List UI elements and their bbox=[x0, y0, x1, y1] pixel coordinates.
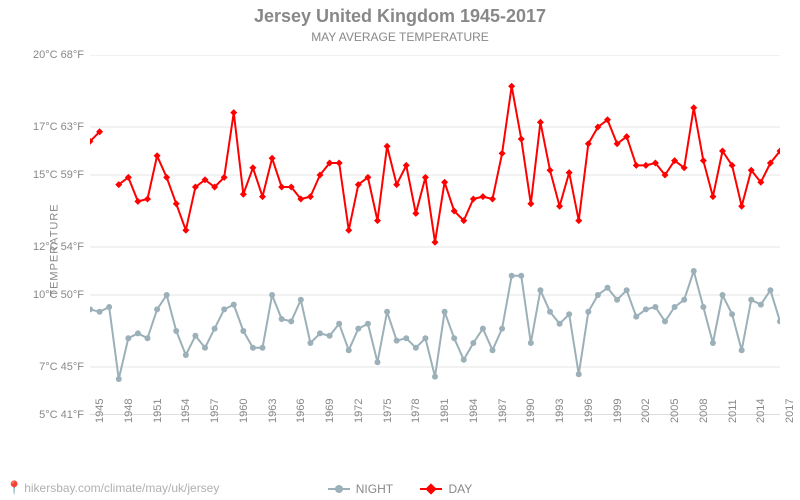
x-tick-label: 2011 bbox=[727, 399, 739, 423]
legend-item-day: DAY bbox=[420, 482, 472, 496]
legend-swatch-night bbox=[328, 488, 350, 490]
y-tick-label: 12°C 54°F bbox=[4, 241, 84, 253]
x-tick-label: 1945 bbox=[94, 399, 106, 423]
y-tick-label: 7°C 45°F bbox=[4, 361, 84, 373]
plot-area bbox=[90, 55, 780, 415]
source-url: hikersbay.com/climate/may/uk/jersey bbox=[24, 481, 219, 495]
legend-label-night: NIGHT bbox=[356, 482, 393, 496]
x-tick-label: 1957 bbox=[209, 399, 221, 423]
x-tick-label: 1948 bbox=[123, 399, 135, 423]
legend-item-night: NIGHT bbox=[328, 482, 393, 496]
x-tick-label: 1990 bbox=[525, 399, 537, 423]
x-tick-label: 2002 bbox=[640, 399, 652, 423]
pin-icon: 📍 bbox=[6, 480, 22, 496]
x-tick-label: 1954 bbox=[180, 399, 192, 423]
y-tick-label: 10°C 50°F bbox=[4, 289, 84, 301]
x-tick-label: 1963 bbox=[267, 399, 279, 423]
x-tick-label: 1951 bbox=[152, 399, 164, 423]
x-tick-label: 2005 bbox=[669, 399, 681, 423]
x-tick-label: 1960 bbox=[238, 399, 250, 423]
x-tick-label: 1996 bbox=[583, 399, 595, 423]
chart-subtitle: MAY AVERAGE TEMPERATURE bbox=[0, 30, 800, 44]
temperature-chart: Jersey United Kingdom 1945-2017 MAY AVER… bbox=[0, 0, 800, 500]
chart-svg bbox=[90, 55, 780, 415]
x-tick-label: 1975 bbox=[382, 399, 394, 423]
x-tick-label: 1972 bbox=[353, 399, 365, 423]
legend-label-day: DAY bbox=[448, 482, 472, 496]
x-tick-label: 1981 bbox=[439, 399, 451, 423]
y-tick-label: 5°C 41°F bbox=[4, 409, 84, 421]
x-tick-label: 1978 bbox=[410, 399, 422, 423]
chart-title: Jersey United Kingdom 1945-2017 bbox=[0, 6, 800, 27]
x-tick-label: 1984 bbox=[468, 399, 480, 423]
x-tick-label: 1987 bbox=[497, 399, 509, 423]
x-tick-label: 2014 bbox=[755, 399, 767, 423]
y-tick-label: 17°C 63°F bbox=[4, 121, 84, 133]
y-tick-label: 15°C 59°F bbox=[4, 169, 84, 181]
y-tick-label: 20°C 68°F bbox=[4, 49, 84, 61]
x-tick-label: 2008 bbox=[698, 399, 710, 423]
x-tick-label: 1999 bbox=[612, 399, 624, 423]
source-footer: 📍 hikersbay.com/climate/may/uk/jersey bbox=[6, 480, 219, 496]
x-tick-label: 1966 bbox=[295, 399, 307, 423]
legend-swatch-day bbox=[420, 488, 442, 490]
x-tick-label: 1969 bbox=[324, 399, 336, 423]
x-tick-label: 1993 bbox=[554, 399, 566, 423]
x-tick-label: 2017 bbox=[784, 399, 796, 423]
